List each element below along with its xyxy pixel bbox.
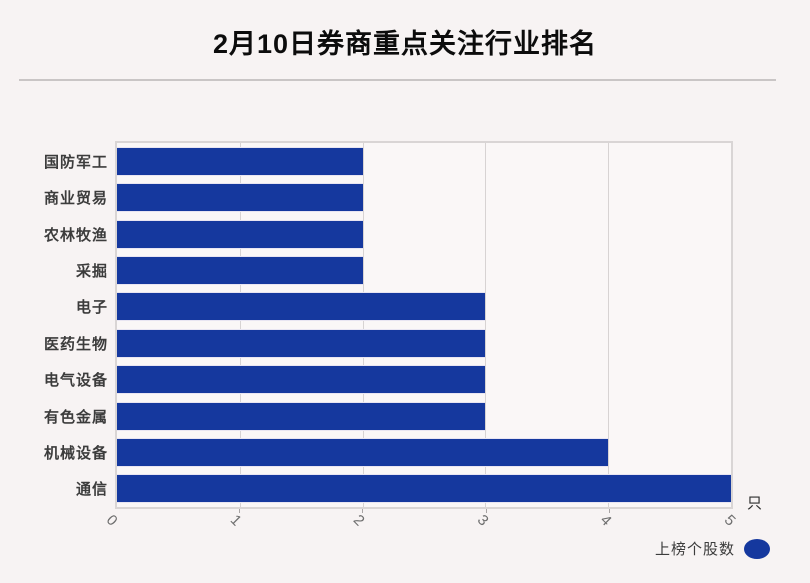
bar-row (117, 179, 731, 215)
x-tick-label-4: 4 (597, 511, 616, 530)
tick-mark-3 (485, 509, 487, 513)
category-label-商业贸易: 商业贸易 (43, 190, 108, 208)
category-label-医药生物: 医药生物 (43, 335, 108, 353)
bar-商业贸易 (117, 183, 363, 213)
category-label-国防军工: 国防军工 (43, 153, 108, 171)
category-label-通信: 通信 (75, 481, 108, 499)
category-label-有色金属: 有色金属 (43, 408, 108, 426)
bar-row (117, 434, 731, 470)
bar-row (117, 398, 731, 434)
bar-电气设备 (117, 365, 486, 395)
bar-有色金属 (117, 401, 486, 431)
bar-通信 (117, 474, 731, 504)
bar-series (117, 143, 731, 507)
bar-row (117, 143, 731, 179)
category-label-电气设备: 电气设备 (43, 372, 108, 390)
tick-mark-1 (238, 509, 240, 513)
bar-row (117, 325, 731, 361)
bar-农林牧渔 (117, 219, 363, 249)
x-tick-label-1: 1 (226, 511, 245, 530)
chart-title: 2月10日券商重点关注行业排名 (212, 29, 598, 59)
bar-机械设备 (117, 437, 609, 467)
legend: 上榜个股数 (655, 538, 770, 559)
legend-label: 上榜个股数 (654, 541, 735, 558)
bar-采掘 (117, 255, 363, 285)
y-axis-labels: 国防军工商业贸易农林牧渔采掘电子医药生物电气设备有色金属机械设备通信 (0, 143, 108, 507)
bar-chart-plot-area (115, 141, 733, 509)
x-tick-label-3: 3 (473, 511, 492, 530)
x-axis-tick-labels: 0 1 2 3 4 5 (103, 511, 739, 536)
bar-row (117, 216, 731, 252)
category-label-电子: 电子 (75, 299, 108, 317)
x-tick-label-0: 0 (102, 511, 121, 530)
category-label-机械设备: 机械设备 (43, 444, 108, 462)
bar-row (117, 252, 731, 288)
bar-电子 (117, 292, 486, 322)
category-label-采掘: 采掘 (75, 262, 108, 280)
gridline-x-2 (362, 143, 364, 507)
bar-row (117, 471, 731, 507)
legend-series-marker-icon (744, 538, 770, 559)
tick-mark-2 (362, 509, 364, 513)
bar-国防军工 (117, 146, 363, 176)
bar-row (117, 361, 731, 397)
bar-医药生物 (117, 328, 486, 358)
x-axis-tick-marks (115, 509, 733, 514)
x-tick-label-2: 2 (349, 511, 368, 530)
bar-row (117, 289, 731, 325)
category-label-农林牧渔: 农林牧渔 (43, 226, 108, 244)
gridline-x-3 (485, 143, 487, 507)
tick-mark-4 (609, 509, 611, 513)
gridline-x-1 (239, 143, 241, 507)
x-tick-label-5: 5 (720, 511, 739, 530)
axis-unit-label: 只 (747, 495, 763, 512)
gridline-x-4 (608, 143, 610, 507)
title-divider (19, 79, 776, 81)
